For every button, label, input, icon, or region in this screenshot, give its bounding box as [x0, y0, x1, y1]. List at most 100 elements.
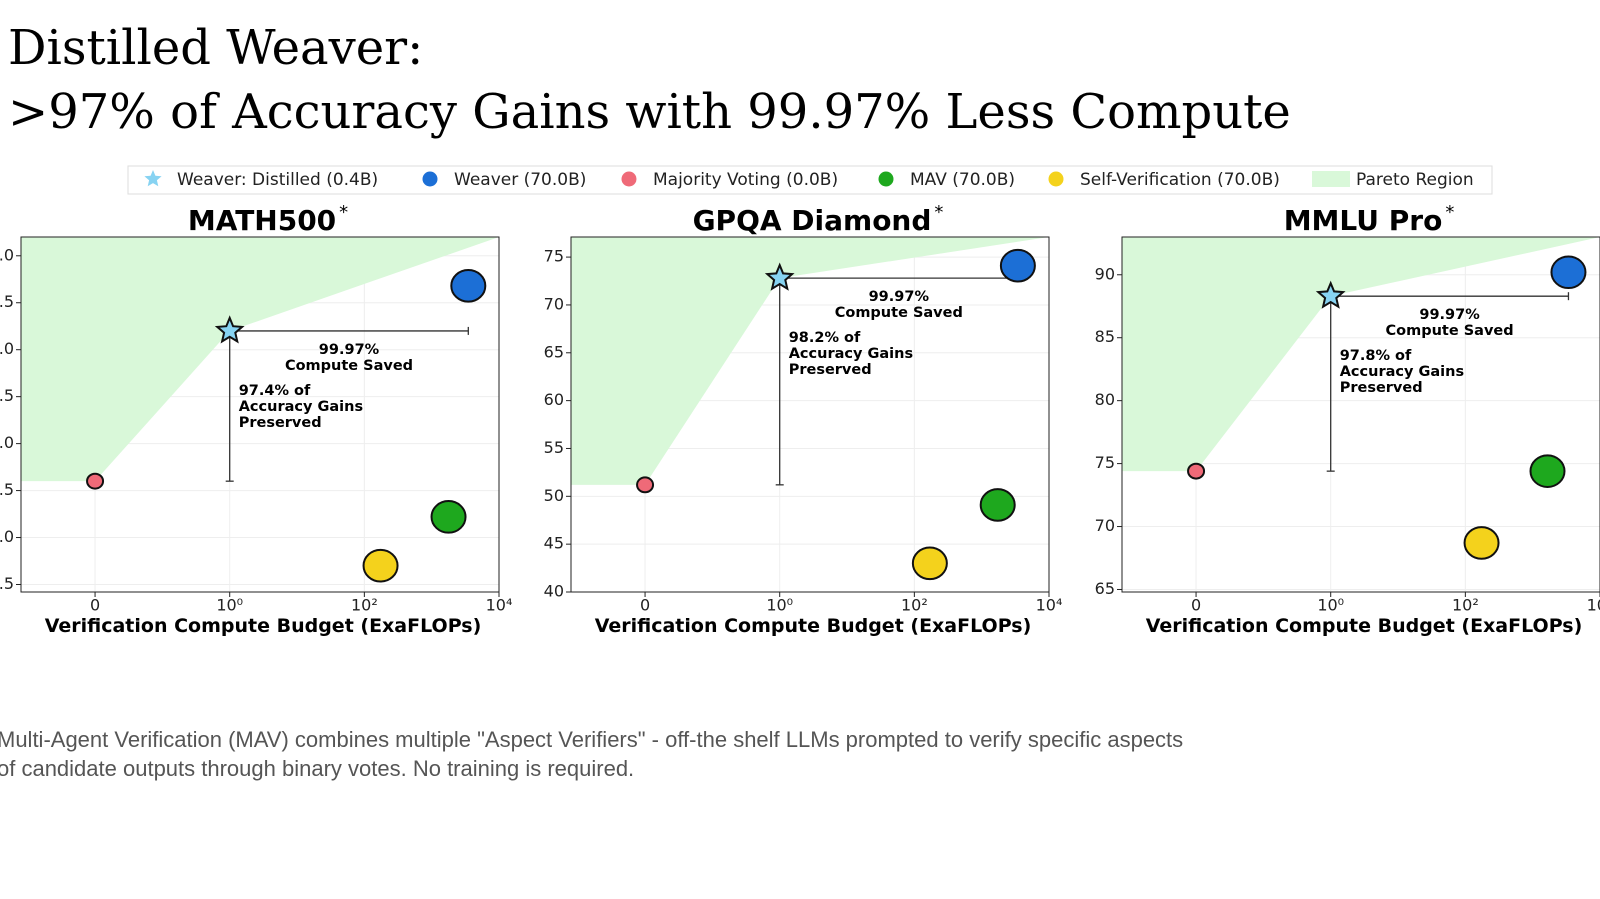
- y-tick-label: 50: [544, 486, 564, 505]
- y-tick-label: 40: [544, 582, 564, 601]
- point: [1550, 255, 1587, 290]
- point: [86, 472, 105, 490]
- legend-label: MAV (70.0B): [910, 170, 1015, 190]
- legend-label: Majority Voting (0.0B): [653, 170, 838, 190]
- y-tick-label: 75: [1095, 453, 1115, 472]
- x-axis-label: Verification Compute Budget (ExaFLOPs): [1146, 615, 1583, 637]
- point: [999, 248, 1036, 283]
- y-tick-label: 80: [1095, 390, 1115, 409]
- y-tick-label: 60: [544, 390, 564, 409]
- slide-title-line: >97% of Accuracy Gains with 99.97% Less …: [8, 84, 1291, 140]
- legend-label: Pareto Region: [1356, 170, 1474, 190]
- x-tick-label: 0: [640, 596, 650, 615]
- point: [214, 315, 245, 344]
- x-tick-label: 10²: [901, 596, 928, 615]
- y-tick-label: 80.0: [0, 433, 14, 452]
- x-tick-label: 10⁴: [486, 596, 513, 615]
- y-tick-label: 82.5: [0, 386, 14, 405]
- y-tick-label: 90.0: [0, 245, 14, 264]
- chart-title-superscript: *: [934, 202, 943, 223]
- annotation-text: 99.97%: [869, 289, 930, 305]
- annotation-text: 97.4% of: [239, 383, 311, 399]
- plot-frame: [570, 236, 1050, 593]
- x-tick-label: 10⁴: [1036, 596, 1063, 615]
- legend-marker: [422, 171, 438, 187]
- y-tick-label: 45: [544, 534, 564, 553]
- y-tick-label: 75.0: [0, 527, 14, 546]
- y-tick-label: 85.0: [0, 339, 14, 358]
- x-tick-label: 10⁴: [1587, 596, 1600, 615]
- annotation-text: 99.97%: [1419, 307, 1480, 323]
- x-tick-label: 0: [1191, 596, 1201, 615]
- annotation-text: Accuracy Gains: [239, 399, 363, 415]
- y-tick-label: 85: [1095, 327, 1115, 346]
- y-tick-label: 65: [544, 342, 564, 361]
- legend-marker: [1312, 171, 1350, 187]
- y-tick-label: 87.5: [0, 292, 14, 311]
- point: [430, 500, 467, 534]
- legend-marker: [621, 171, 637, 187]
- legend-box: [127, 165, 1493, 195]
- note-line: Multi-Agent Verification (MAV) combines …: [0, 727, 1183, 752]
- annotation-text: Preserved: [239, 415, 322, 431]
- x-axis-label: Verification Compute Budget (ExaFLOPs): [45, 615, 482, 637]
- point: [1187, 462, 1206, 480]
- point: [979, 488, 1016, 522]
- pareto-region: [571, 237, 1049, 485]
- y-tick-label: 90: [1095, 264, 1115, 283]
- pareto-region: [1122, 237, 1600, 472]
- x-tick-label: 10²: [1452, 596, 1479, 615]
- annotation-text: 97.8% of: [1340, 348, 1412, 364]
- y-tick-label: 70: [544, 294, 564, 313]
- x-axis-label: Verification Compute Budget (ExaFLOPs): [595, 615, 1032, 637]
- chart-title: GPQA Diamond: [693, 204, 932, 237]
- annotation-text: Preserved: [789, 362, 872, 378]
- annotation-text: Compute Saved: [1386, 323, 1514, 339]
- y-tick-label: 70: [1095, 516, 1115, 535]
- plot-frame: [20, 236, 500, 593]
- legend-marker: [144, 170, 162, 187]
- x-tick-label: 10⁰: [766, 596, 793, 615]
- annotation-text: Accuracy Gains: [789, 346, 913, 362]
- y-tick-label: 75: [544, 247, 564, 266]
- legend-marker: [878, 171, 894, 187]
- annotation-text: Compute Saved: [835, 305, 963, 321]
- point: [636, 476, 655, 494]
- chart-title-superscript: *: [339, 202, 348, 223]
- point: [1529, 454, 1566, 488]
- pareto-region: [21, 237, 499, 482]
- annotation-text: 99.97%: [319, 342, 380, 358]
- chart-title-superscript: *: [1445, 202, 1454, 223]
- y-tick-label: 65: [1095, 579, 1115, 598]
- point: [1315, 280, 1346, 309]
- y-tick-label: 77.5: [0, 480, 14, 499]
- y-tick-label: 72.5: [0, 574, 14, 593]
- plot-frame: [1121, 236, 1600, 593]
- annotation-text: 98.2% of: [789, 330, 861, 346]
- slide-title-line: Distilled Weaver:: [8, 20, 423, 76]
- legend-label: Self-Verification (70.0B): [1080, 170, 1280, 190]
- x-tick-label: 10⁰: [216, 596, 243, 615]
- x-tick-label: 10⁰: [1317, 596, 1344, 615]
- legend-label: Weaver (70.0B): [454, 170, 586, 190]
- legend-marker: [1048, 171, 1064, 187]
- point: [911, 546, 948, 581]
- point: [1463, 526, 1500, 560]
- annotation-text: Preserved: [1340, 380, 1423, 396]
- annotation-text: Accuracy Gains: [1340, 364, 1464, 380]
- point: [450, 269, 487, 303]
- legend-label: Weaver: Distilled (0.4B): [177, 170, 378, 190]
- x-tick-label: 0: [90, 596, 100, 615]
- point: [764, 262, 795, 291]
- chart-title: MATH500: [188, 204, 336, 237]
- x-tick-label: 10²: [351, 596, 378, 615]
- point: [362, 548, 399, 583]
- annotation-text: Compute Saved: [285, 358, 413, 374]
